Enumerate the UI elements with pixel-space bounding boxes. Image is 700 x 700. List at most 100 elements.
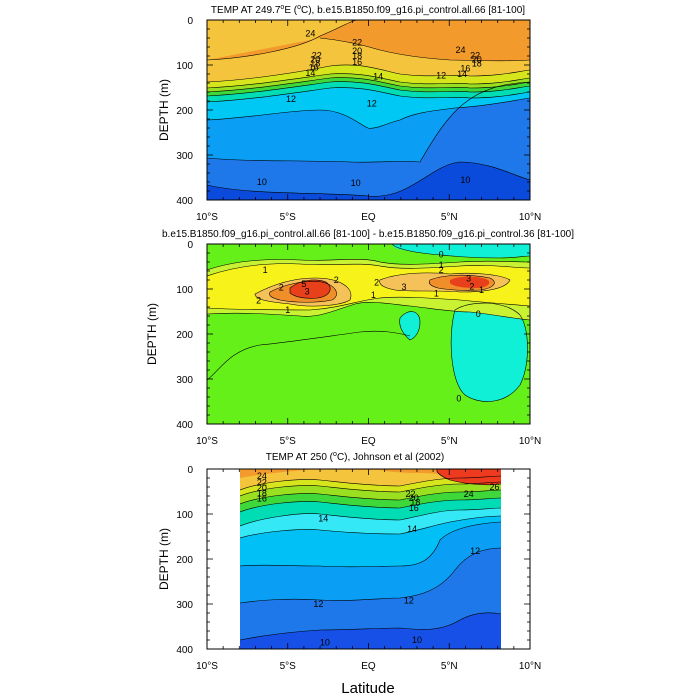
panel-2-ytick-label: 200 [176, 330, 193, 341]
panel-3: TEMP AT 250 (oC), Johnson et al (2002) [157, 451, 541, 672]
contour-label: 20 [352, 46, 362, 56]
p2-band-neg-small [399, 311, 420, 340]
panel-1-xtick-labels: 10°S 5°S EQ 5°N 10°N [196, 212, 541, 223]
panel-1-ytick-label: 100 [176, 61, 193, 72]
panel-2-ytick-label: 300 [176, 375, 193, 386]
contour-label: 24 [456, 45, 466, 55]
contour-label: 3 [466, 274, 471, 284]
p2-band-5b [450, 276, 490, 288]
panel-3-xtick-label: EQ [361, 661, 376, 672]
contour-label: 2 [374, 278, 379, 288]
panel-3-ticks [206, 468, 531, 650]
contour-label: 1 [371, 290, 376, 300]
p3-line-26 [436, 469, 501, 486]
contour-label: 5 [301, 279, 306, 289]
panel-3-ytick-label: 100 [176, 510, 193, 521]
p1-line-16 [207, 87, 530, 103]
contour-label: 1 [285, 305, 290, 315]
contour-label: 1 [479, 285, 484, 295]
contour-label: 10 [320, 637, 330, 647]
panel-2: b.e15.B1850.f09_g16.pi_control.all.66 [8… [145, 229, 574, 447]
panel-1-xtick-label: 10°N [519, 212, 541, 223]
p2-line-2b [207, 296, 530, 311]
contour-label: 14 [318, 514, 328, 524]
contour-label: 1 [263, 265, 268, 275]
p2-line-0c [391, 244, 530, 259]
contour-label: 14 [457, 69, 467, 79]
p2-line-0b [399, 311, 421, 341]
panel-2-xtick-labels: 10°S 5°S EQ 5°N 10°N [196, 436, 541, 447]
contour-label: 1 [434, 289, 439, 299]
contour-label: 16 [460, 64, 470, 74]
contour-label: 24 [305, 29, 315, 39]
panel-3-title-deg: o [333, 451, 337, 458]
panel-1-xtick-label: 10°S [196, 212, 218, 223]
panel-1-title-pre: TEMP AT 249.7 [211, 5, 281, 16]
panel-3-xtick-label: 5°S [280, 661, 297, 672]
contour-label: 12 [313, 599, 323, 609]
contour-label: 12 [404, 595, 414, 605]
panel-1-title-post: C), b.e15.B1850.f09_g16.pi_control.all.6… [301, 5, 525, 16]
panel-1-ytick-label: 0 [187, 16, 193, 27]
p3-line-20 [240, 481, 501, 497]
panel-3-contour-lines [240, 469, 501, 641]
p1-line-10a [207, 161, 530, 197]
p2-line-4 [269, 281, 337, 303]
panel-3-ytick-label: 400 [176, 645, 193, 656]
panel-2-ticks [206, 243, 531, 425]
contour-label: 1 [439, 260, 444, 270]
contour-label: 22 [352, 38, 362, 48]
p3-band-24 [240, 469, 501, 478]
p3-line-10 [240, 612, 501, 641]
contour-label: 22 [470, 51, 480, 61]
p1-line-18 [207, 81, 530, 97]
contour-label: 20 [310, 55, 320, 65]
p2-line-0a [450, 302, 528, 402]
panel-1-xtick-label: 5°S [280, 212, 297, 223]
contour-label: 20 [472, 55, 482, 65]
contour-label: 18 [410, 497, 420, 507]
p2-line-green [207, 330, 411, 381]
panel-2-xtick-label: 5°N [441, 436, 458, 447]
panel-2-xtick-label: EQ [361, 436, 376, 447]
contour-label: 12 [436, 70, 446, 80]
contour-label: 10 [460, 175, 470, 185]
p1-line-24 [207, 20, 359, 61]
panel-3-xtick-label: 10°N [519, 661, 541, 672]
panel-2-ytick-label: 400 [176, 420, 193, 431]
p3-line-22 [240, 475, 501, 491]
contour-label: 24 [464, 489, 474, 499]
contour-label: 0 [439, 249, 444, 259]
panel-3-ytick-label: 0 [187, 465, 193, 476]
contour-label: 10 [412, 635, 422, 645]
panel-3-xtick-label: 10°S [196, 661, 218, 672]
p3-line-12 [240, 521, 501, 568]
figure-xlabel: Latitude [341, 680, 394, 697]
panel-1-title-deg2: o [297, 4, 301, 11]
p2-line-4b [428, 274, 495, 291]
contour-label: 3 [402, 282, 407, 292]
panel-1-ytick-label: 200 [176, 106, 193, 117]
panel-1-xtick-label: EQ [361, 212, 376, 223]
panel-1: TEMP AT 249.7oE (oC), b.e15.B1850.f09_g1… [157, 4, 541, 223]
contour-label: 0 [476, 309, 481, 319]
contour-label: 10 [351, 178, 361, 188]
panel-2-title: b.e15.B1850.f09_g16.pi_control.all.66 [8… [162, 229, 574, 240]
contour-label: 2 [439, 265, 444, 275]
p3-line-13 [240, 515, 501, 539]
contour-label: 22 [257, 478, 267, 488]
contour-label: 2 [256, 296, 261, 306]
contour-label: 2 [279, 283, 284, 293]
panel-2-xtick-label: 10°S [196, 436, 218, 447]
panel-3-ytick-label: 200 [176, 555, 193, 566]
panel-1-title-mid: E ( [284, 5, 297, 16]
p2-line-1b [207, 302, 530, 321]
panel-3-title-pre: TEMP AT 250 ( [266, 452, 334, 463]
panel-1-ytick-label: 300 [176, 151, 193, 162]
p1-line-12 [207, 81, 530, 163]
contour-label: 12 [367, 98, 377, 108]
p3-band-26 [436, 469, 501, 485]
panel-3-ytick-label: 300 [176, 600, 193, 611]
panel-2-xtick-label: 10°N [519, 436, 541, 447]
